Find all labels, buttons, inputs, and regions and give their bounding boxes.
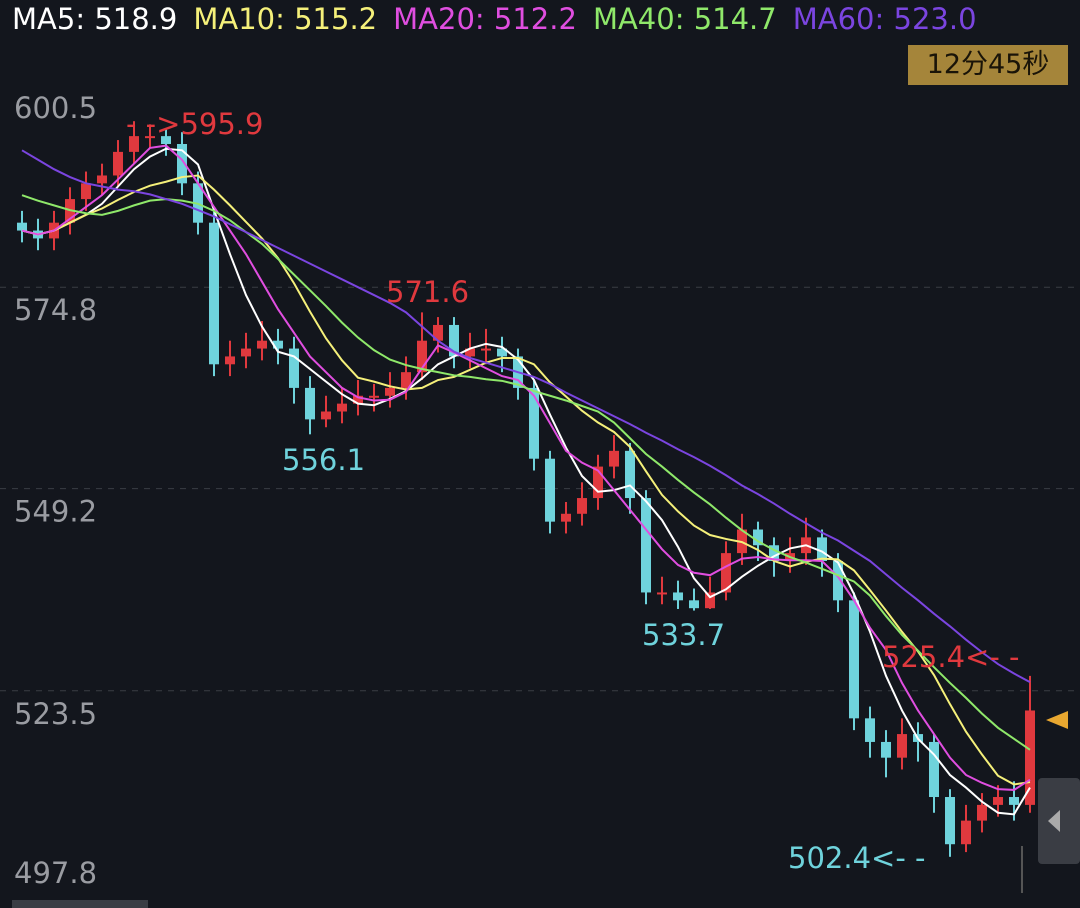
candle-body — [289, 348, 299, 388]
candle-body — [321, 411, 331, 420]
candle-body — [817, 537, 827, 561]
candle-body — [161, 136, 171, 145]
candle-body — [449, 324, 459, 357]
candle-body — [849, 600, 859, 719]
price-marker — [1046, 711, 1068, 729]
annotation: 556.1 — [282, 443, 365, 477]
candle-body — [17, 222, 27, 231]
legend-value: 515.2 — [294, 2, 378, 36]
legend-value: 523.0 — [893, 2, 977, 36]
ma-line — [21, 194, 1031, 751]
candle-body — [1025, 710, 1035, 805]
candle-body — [833, 560, 843, 601]
y-tick-label: 574.8 — [14, 293, 97, 327]
candle-body — [993, 797, 1003, 805]
candle-body — [529, 387, 539, 459]
candle-body — [81, 183, 91, 200]
candle-body — [625, 450, 635, 499]
candle-body — [225, 356, 235, 365]
candle-body — [385, 387, 395, 396]
candle-body — [177, 144, 187, 184]
candle-body — [561, 513, 571, 522]
legend-entry: MA5518.9 — [12, 2, 177, 36]
legend-entry: MA40514.7 — [593, 2, 777, 36]
candle-body — [609, 450, 619, 467]
candle-body — [545, 458, 555, 522]
candle-body — [865, 718, 875, 742]
candle-body — [929, 741, 939, 798]
candle-body — [481, 348, 491, 351]
candle-body — [961, 820, 971, 845]
candle-body — [337, 403, 347, 412]
annotation: 533.7 — [642, 618, 725, 652]
candle-body — [689, 600, 699, 609]
candle-body — [641, 498, 651, 593]
axis: 600.5 574.8 549.2 523.5 497.8 — [0, 91, 1080, 890]
legend-name: MA60 — [793, 2, 894, 36]
candle-body — [657, 592, 667, 595]
y-tick-label: 549.2 — [14, 495, 97, 529]
legend-name: MA20 — [393, 2, 494, 36]
candle-body — [705, 592, 715, 609]
ma-line — [21, 144, 1031, 791]
scroll-bar — [12, 900, 148, 908]
candle-body — [305, 387, 315, 420]
annotation: - ->595.9 — [126, 107, 263, 141]
annotation: 571.6 — [386, 275, 469, 309]
y-tick-label: 600.5 — [14, 91, 97, 125]
candle-body — [753, 529, 763, 546]
candle-body — [113, 151, 123, 176]
candle-body — [97, 175, 107, 184]
candle-body — [401, 372, 411, 388]
legend-entry: MA60523.0 — [793, 2, 977, 36]
legend-name: MA10 — [193, 2, 294, 36]
plot — [17, 121, 1035, 857]
candle-body — [209, 222, 219, 365]
annotation: 502.4<- - — [788, 841, 925, 875]
legend-value: 512.2 — [493, 2, 577, 36]
candle-body — [433, 324, 443, 341]
ma-line — [21, 174, 1031, 786]
candle-body — [977, 804, 987, 821]
candle-body — [353, 395, 363, 404]
candle-body — [417, 340, 427, 373]
candle-body — [241, 348, 251, 357]
candle-body — [881, 741, 891, 758]
candle-body — [369, 395, 379, 398]
legend-name: MA40 — [593, 2, 694, 36]
candle-body — [721, 553, 731, 593]
annotation: 525.4<- - — [882, 640, 1019, 674]
candle-body — [145, 136, 155, 139]
candle-body — [1009, 797, 1019, 805]
candle-body — [497, 348, 507, 357]
candle-body — [769, 545, 779, 561]
candle-body — [257, 340, 267, 349]
countdown-badge: 12分45秒 — [908, 45, 1068, 85]
candle-body — [673, 592, 683, 601]
legend-value: 514.7 — [693, 2, 777, 36]
candle-body — [577, 498, 587, 514]
collapse-icon — [1048, 810, 1060, 832]
candle-body — [945, 797, 955, 845]
legend-value: 518.9 — [94, 2, 178, 36]
candle-body — [465, 348, 475, 357]
candle-body — [593, 466, 603, 499]
legend-name: MA5 — [12, 2, 94, 36]
candle-body — [897, 734, 907, 758]
y-tick-label: 497.8 — [14, 856, 97, 890]
y-tick-label: 523.5 — [14, 697, 97, 731]
legend-entry: MA20512.2 — [393, 2, 577, 36]
ma-line — [21, 147, 1031, 816]
ma-line — [21, 149, 1031, 684]
legend-entry: MA10515.2 — [193, 2, 377, 36]
candle-body — [273, 340, 283, 349]
ma-legend: MA5518.9MA10515.2MA20512.2MA40514.7MA605… — [12, 2, 993, 36]
candle-body — [129, 136, 139, 152]
